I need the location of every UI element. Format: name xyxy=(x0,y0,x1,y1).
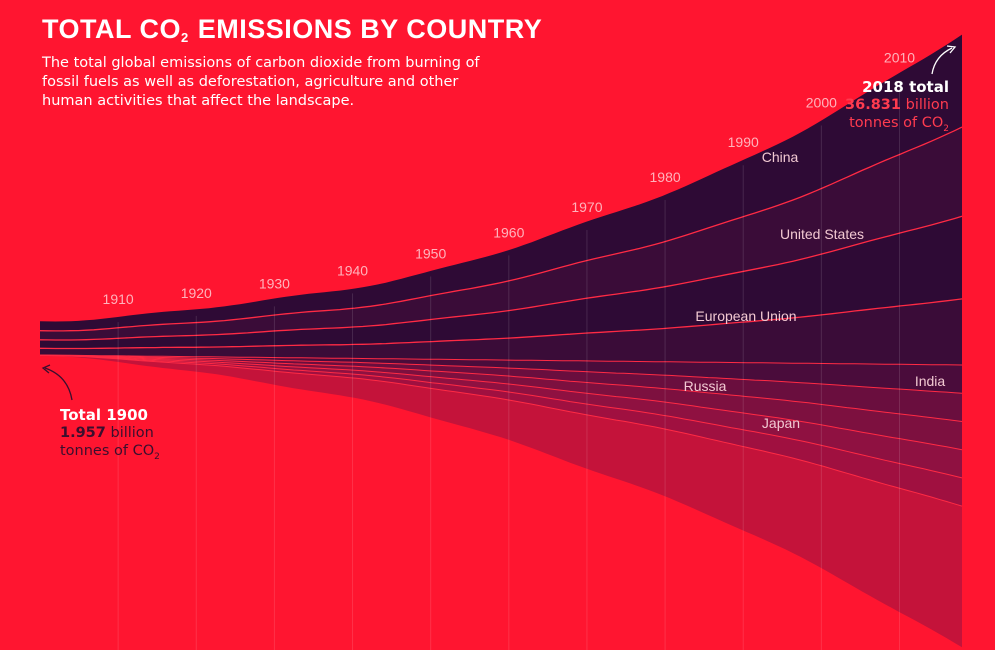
lower-stream-band xyxy=(40,355,962,394)
stream-separator xyxy=(39,354,963,422)
stream-bands xyxy=(40,34,962,648)
year-gridlines xyxy=(117,80,900,650)
year-tick-label: 1970 xyxy=(571,199,602,215)
lower-stream-band xyxy=(40,355,962,450)
stream-separator xyxy=(39,298,963,350)
total-1900-value: 1.957 billion tonnes of CO2 xyxy=(60,425,160,462)
stream-separators xyxy=(39,126,963,507)
lower-stream-band xyxy=(40,355,962,422)
series-label: United States xyxy=(780,226,864,242)
year-tick-label: 1930 xyxy=(259,275,290,291)
arrow-1900 xyxy=(41,364,73,401)
lower-stream-band xyxy=(40,355,962,648)
series-label: China xyxy=(762,149,799,165)
stream-separator xyxy=(39,354,963,394)
year-tick-label: 1940 xyxy=(337,262,368,278)
stream-separator xyxy=(39,354,963,366)
year-tick-label: 1910 xyxy=(103,291,134,307)
stream-separator xyxy=(39,354,963,479)
stream-separator xyxy=(39,355,963,507)
total-1900-heading: Total 1900 xyxy=(60,406,148,424)
series-label: European Union xyxy=(695,308,796,324)
year-tick-label: 1990 xyxy=(728,134,759,150)
stream-separator xyxy=(39,215,963,341)
total-2018-value: 36.831 billion tonnes of CO2 xyxy=(845,97,949,134)
series-label: India xyxy=(915,373,946,389)
upper-stream-band xyxy=(40,298,962,365)
total-2018-callout: 2018 total 36.831 billion tonnes of CO2 xyxy=(845,78,949,138)
chart-subtitle: The total global emissions of carbon dio… xyxy=(42,55,480,109)
stream-separator xyxy=(39,126,963,332)
total-2018-heading: 2018 total xyxy=(862,78,949,96)
year-tick-label: 2010 xyxy=(884,50,915,66)
total-1900-callout: Total 1900 1.957 billion tonnes of CO2 xyxy=(60,406,160,466)
country-labels: China United States European Union Russia Ja… xyxy=(684,149,946,431)
upper-stream-band xyxy=(40,127,962,340)
upper-stream-band xyxy=(40,34,962,331)
year-tick-label: 2000 xyxy=(806,94,837,110)
upper-stream-band xyxy=(40,216,962,349)
series-label: Russia xyxy=(684,378,727,394)
arrow-2018 xyxy=(931,45,957,75)
year-tick-label: 1960 xyxy=(493,224,524,240)
year-tick-label: 1980 xyxy=(650,169,681,185)
stream-separator xyxy=(39,354,963,451)
year-labels: 1910 1920 1930 1940 1950 1960 1970 1980 1990 2000… xyxy=(103,50,916,308)
series-label: Japan xyxy=(762,415,800,431)
year-tick-label: 1920 xyxy=(181,285,212,301)
chart-title: TOTAL CO2 EMISSIONS BY COUNTRY xyxy=(42,14,543,45)
year-tick-label: 1950 xyxy=(415,245,446,261)
